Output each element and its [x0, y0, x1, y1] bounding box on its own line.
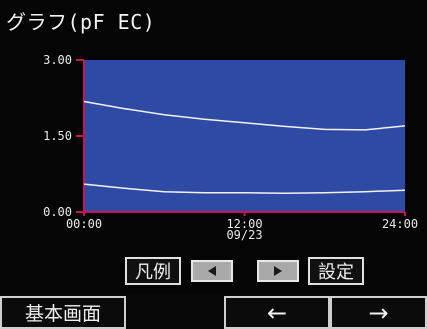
right-arrow-icon: → — [368, 298, 389, 327]
legend-button[interactable]: 凡例 — [125, 257, 181, 285]
home-screen-button[interactable]: 基本画面 — [0, 296, 126, 329]
x-tick-label: 00:00 — [66, 217, 102, 231]
settings-button-label: 設定 — [318, 262, 354, 283]
plot-area — [84, 60, 405, 212]
y-tick-label: 1.50 — [43, 129, 72, 143]
left-arrow-icon: ← — [266, 298, 288, 327]
y-tick-label: 0.00 — [43, 205, 72, 219]
next-page-button[interactable]: → — [330, 296, 427, 329]
scroll-prev-button[interactable] — [191, 260, 233, 282]
series-line-2 — [83, 183, 406, 195]
triangle-right-icon — [274, 266, 282, 276]
prev-page-button[interactable]: ← — [224, 296, 330, 329]
x-tick-label: 24:00 — [382, 217, 418, 231]
settings-button[interactable]: 設定 — [308, 257, 364, 285]
home-screen-label: 基本画面 — [24, 303, 101, 325]
page-title: グラフ(pF EC) — [6, 10, 156, 34]
x-tick-date-label: 09/23 — [226, 228, 262, 242]
x-tick-label: 12:00 — [226, 217, 262, 231]
legend-button-label: 凡例 — [135, 262, 171, 283]
series-line-1 — [83, 100, 406, 131]
y-tick-label: 3.00 — [43, 53, 72, 67]
scroll-next-button[interactable] — [257, 260, 299, 282]
triangle-left-icon — [208, 266, 216, 276]
